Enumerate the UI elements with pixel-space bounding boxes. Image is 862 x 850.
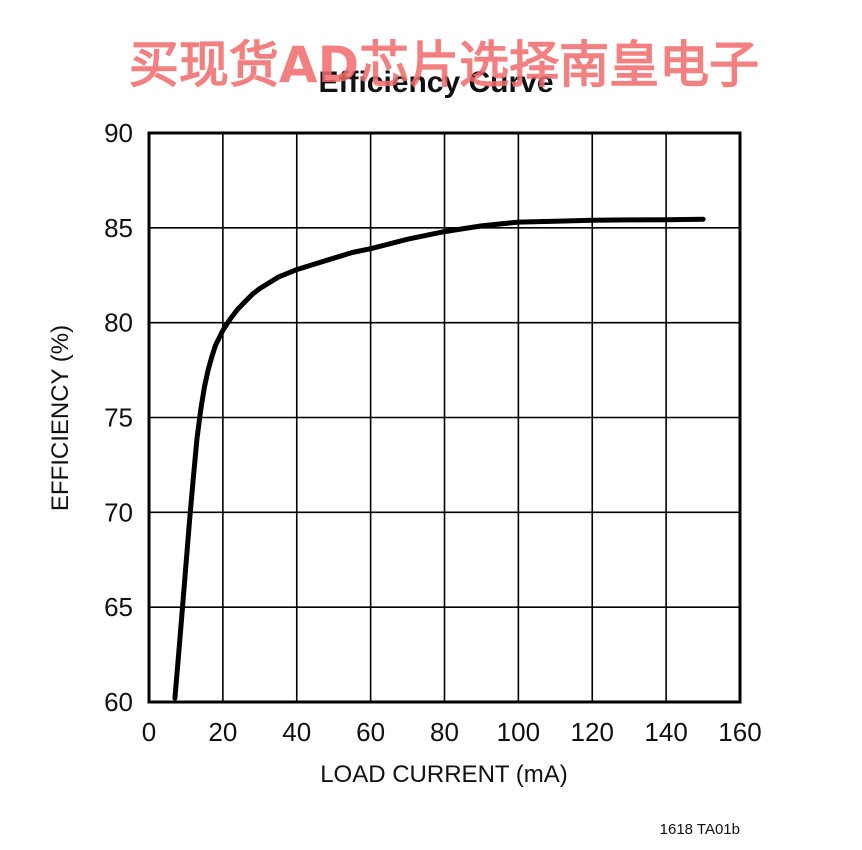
y-tick-label: 85 [104, 213, 133, 243]
plot-frame [147, 131, 742, 704]
x-tick-label: 120 [571, 717, 614, 747]
x-tick-label: 140 [644, 717, 687, 747]
x-tick-label: 100 [497, 717, 540, 747]
efficiency-curve-line [172, 216, 706, 701]
y-axis-label: EFFICIENCY (%) [47, 325, 74, 511]
x-tick-labels: 0 20 40 60 80 100 120 140 160 [142, 717, 762, 747]
y-tick-label: 60 [104, 687, 133, 717]
figure-id: 1618 TA01b [660, 821, 740, 838]
watermark: 买现货AD芯片选择南皇电子 [129, 36, 759, 94]
chart-title: Efficiency Curve [318, 66, 553, 99]
y-tick-label: 70 [104, 497, 133, 527]
y-tick-label: 90 [104, 118, 133, 148]
x-tick-label: 160 [718, 717, 761, 747]
y-tick-label: 75 [104, 403, 133, 433]
x-axis-label: LOAD CURRENT (mA) [320, 761, 568, 788]
x-tick-label: 40 [282, 717, 311, 747]
x-tick-label: 80 [430, 717, 459, 747]
y-tick-labels: 60 65 70 75 80 85 90 [104, 118, 133, 717]
grid [149, 133, 740, 702]
y-tick-label: 80 [104, 308, 133, 338]
x-tick-label: 0 [142, 717, 156, 747]
x-tick-label: 20 [208, 717, 237, 747]
x-tick-label: 60 [356, 717, 385, 747]
y-tick-label: 65 [104, 592, 133, 622]
